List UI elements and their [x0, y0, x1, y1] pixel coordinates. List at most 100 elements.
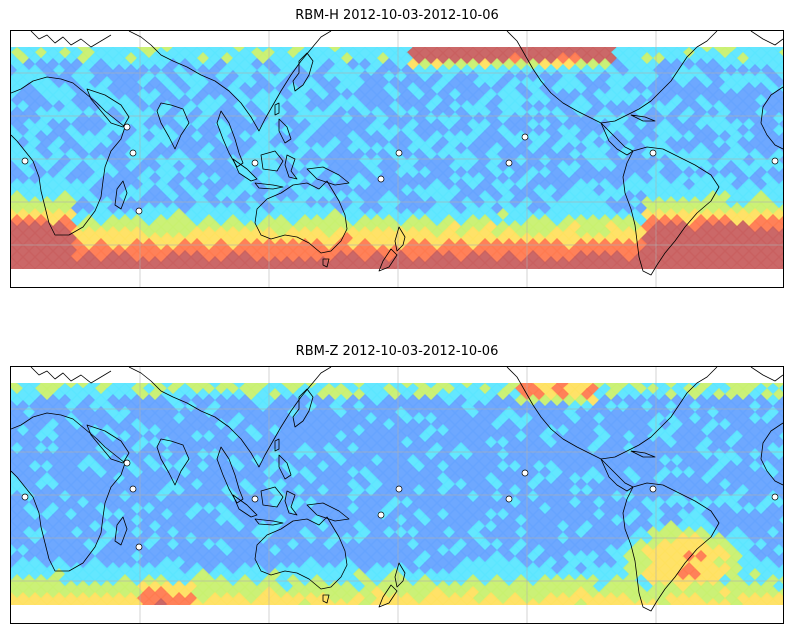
heat-cell	[550, 383, 564, 396]
europe-coast	[30, 31, 112, 48]
heat-cell	[64, 383, 78, 390]
heat-cell	[226, 262, 240, 269]
heat-cell	[766, 47, 780, 60]
heat-cell	[40, 47, 54, 54]
heat-cell	[682, 47, 696, 60]
island-marker	[649, 149, 657, 157]
heat-cell	[706, 47, 720, 60]
heat-cell	[646, 262, 660, 269]
heat-cell	[562, 47, 576, 60]
heat-cell	[772, 460, 783, 474]
heat-cell	[358, 383, 372, 396]
island-marker	[377, 175, 385, 183]
heat-cell	[322, 262, 336, 269]
heat-cell	[292, 47, 306, 54]
heat-cell	[190, 598, 204, 605]
heat-cell	[178, 598, 192, 605]
heat-cell	[124, 47, 138, 54]
heat-cell	[82, 47, 96, 60]
heat-cell	[748, 383, 762, 390]
heat-cell	[82, 598, 96, 605]
island-marker	[21, 157, 29, 165]
heat-cell	[772, 220, 783, 234]
heat-cell	[34, 598, 48, 605]
sulawesi-coast	[284, 154, 298, 180]
heat-cell	[496, 47, 510, 54]
heat-cell	[610, 383, 624, 396]
heat-cell	[178, 383, 192, 396]
heat-cell	[418, 383, 432, 396]
heat-cell	[58, 383, 72, 396]
heat-cell	[244, 47, 258, 54]
heat-cell	[286, 383, 300, 396]
heat-cell	[544, 383, 558, 390]
heat-cell	[382, 47, 396, 60]
heat-cell	[436, 47, 450, 54]
heat-cell	[718, 47, 732, 60]
heat-cell	[226, 383, 240, 396]
heat-cell	[298, 47, 312, 60]
heat-cell	[190, 262, 204, 269]
heat-cell	[418, 262, 432, 269]
island-marker	[505, 159, 513, 167]
heat-cell	[772, 508, 783, 522]
heat-cell	[640, 383, 654, 390]
heat-cell	[688, 383, 702, 390]
heat-cell	[274, 383, 288, 396]
heat-cell	[238, 47, 252, 60]
heat-cell	[742, 383, 756, 396]
heat-cell	[256, 383, 270, 390]
heat-cell	[454, 47, 468, 60]
heat-cell	[22, 383, 36, 396]
heat-cell	[268, 47, 282, 54]
heat-cell	[118, 598, 132, 605]
cuba-coast	[630, 114, 656, 122]
nz-south-coast	[378, 248, 398, 272]
heat-cell	[772, 244, 783, 258]
heat-cell	[424, 383, 438, 390]
heat-cell	[334, 383, 348, 396]
heatmap-layer-rbm-z	[11, 367, 783, 623]
heat-cell	[478, 383, 492, 396]
heat-cell	[514, 47, 528, 60]
heat-cell	[760, 47, 774, 54]
map-panel-rbm-h	[10, 30, 784, 288]
map-rbm-h	[11, 31, 783, 287]
heat-cell	[568, 47, 582, 54]
heat-cell	[28, 47, 42, 54]
heat-cell	[736, 47, 750, 54]
heat-cell	[658, 262, 672, 269]
heat-cell	[94, 598, 108, 605]
island-marker	[771, 157, 779, 165]
heat-cell	[772, 112, 783, 126]
heat-cell	[82, 262, 96, 269]
heat-cell	[772, 436, 783, 450]
heat-cell	[202, 47, 216, 60]
heat-cell	[100, 383, 114, 390]
heat-cell	[628, 47, 642, 54]
heat-cell	[754, 262, 768, 269]
new-guinea-coast	[306, 166, 350, 186]
island-marker	[129, 149, 137, 157]
heat-cell	[154, 383, 168, 396]
heat-cell	[472, 383, 486, 390]
heat-cell	[508, 47, 522, 54]
heat-cell	[118, 383, 132, 396]
heat-cell	[16, 383, 30, 390]
heat-cell	[682, 262, 696, 269]
heat-cell	[142, 598, 156, 605]
heat-cell	[154, 598, 168, 605]
heat-cell	[250, 383, 264, 396]
heat-cell	[430, 383, 444, 396]
heat-cell	[676, 47, 690, 54]
heat-cell	[298, 598, 312, 605]
heat-cell	[646, 383, 660, 396]
heat-cell	[550, 262, 564, 269]
heat-cell	[496, 383, 510, 390]
heat-cell	[316, 47, 330, 54]
heat-cell	[514, 383, 528, 396]
heat-cell	[526, 47, 540, 60]
heat-cell	[664, 47, 678, 54]
heat-cell	[772, 196, 783, 210]
heat-cell	[412, 383, 426, 390]
